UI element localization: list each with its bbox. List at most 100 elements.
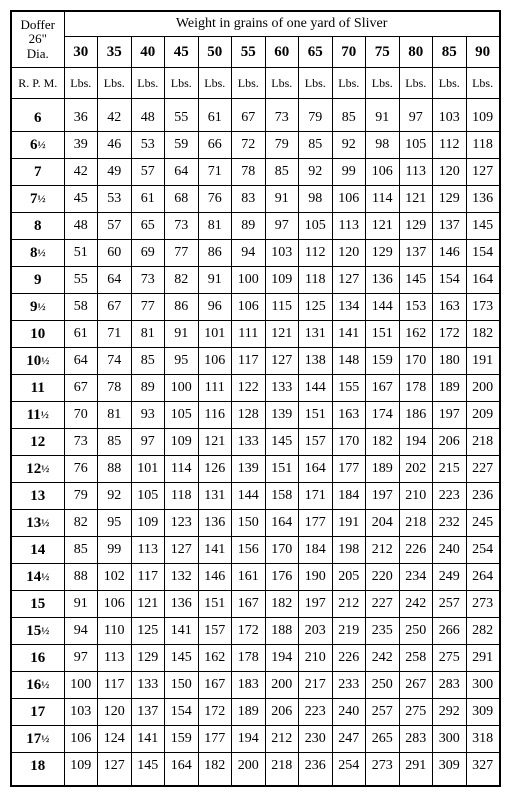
data-cell: 73 <box>265 99 299 132</box>
data-cell: 194 <box>232 726 266 753</box>
data-cell: 178 <box>232 645 266 672</box>
rpm-value: 14½ <box>11 564 64 591</box>
data-cell: 151 <box>299 402 333 429</box>
table-row: 1697113129145162178194210226242258275291 <box>11 645 500 672</box>
data-cell: 88 <box>64 564 98 591</box>
doffer-line-1: Doffer <box>21 17 55 32</box>
data-cell: 167 <box>232 591 266 618</box>
data-cell: 120 <box>332 240 366 267</box>
unit-cell: Lbs. <box>332 68 366 99</box>
data-cell: 123 <box>165 510 199 537</box>
data-cell: 235 <box>366 618 400 645</box>
rpm-value: 12 <box>11 429 64 456</box>
data-cell: 291 <box>466 645 500 672</box>
table-row: 6½39465359667279859298105112118 <box>11 132 500 159</box>
rpm-value: 11½ <box>11 402 64 429</box>
data-cell: 97 <box>131 429 165 456</box>
column-header: 90 <box>466 37 500 68</box>
data-cell: 184 <box>299 537 333 564</box>
data-cell: 100 <box>64 672 98 699</box>
data-cell: 98 <box>299 186 333 213</box>
column-header: 50 <box>198 37 232 68</box>
column-header: 45 <box>165 37 199 68</box>
data-cell: 197 <box>299 591 333 618</box>
data-cell: 247 <box>332 726 366 753</box>
data-cell: 51 <box>64 240 98 267</box>
data-cell: 113 <box>399 159 433 186</box>
table-row: 95564738291100109118127136145154164 <box>11 267 500 294</box>
unit-cell: Lbs. <box>366 68 400 99</box>
data-cell: 180 <box>433 348 467 375</box>
rpm-value: 16 <box>11 645 64 672</box>
data-cell: 49 <box>98 159 132 186</box>
column-header: 55 <box>232 37 266 68</box>
data-cell: 91 <box>198 267 232 294</box>
rpm-value: 7 <box>11 159 64 186</box>
data-cell: 134 <box>332 294 366 321</box>
table-row: 17½1061241411591771942122302472652833003… <box>11 726 500 753</box>
data-cell: 97 <box>265 213 299 240</box>
data-cell: 94 <box>232 240 266 267</box>
data-cell: 42 <box>64 159 98 186</box>
data-cell: 55 <box>64 267 98 294</box>
data-cell: 82 <box>64 510 98 537</box>
data-cell: 171 <box>299 483 333 510</box>
data-cell: 61 <box>131 186 165 213</box>
data-cell: 273 <box>466 591 500 618</box>
data-cell: 172 <box>198 699 232 726</box>
data-cell: 106 <box>198 348 232 375</box>
data-cell: 114 <box>366 186 400 213</box>
data-cell: 64 <box>98 267 132 294</box>
data-cell: 120 <box>433 159 467 186</box>
column-header: 40 <box>131 37 165 68</box>
column-header: 60 <box>265 37 299 68</box>
data-cell: 117 <box>232 348 266 375</box>
data-cell: 92 <box>98 483 132 510</box>
table-row: 14½8810211713214616117619020522023424926… <box>11 564 500 591</box>
data-cell: 64 <box>165 159 199 186</box>
data-cell: 127 <box>165 537 199 564</box>
data-cell: 64 <box>64 348 98 375</box>
rpm-value: 12½ <box>11 456 64 483</box>
data-cell: 146 <box>433 240 467 267</box>
data-cell: 127 <box>332 267 366 294</box>
table-row: 9½5867778696106115125134144153163173 <box>11 294 500 321</box>
data-cell: 170 <box>332 429 366 456</box>
data-cell: 106 <box>366 159 400 186</box>
data-cell: 155 <box>332 375 366 402</box>
data-cell: 232 <box>433 510 467 537</box>
data-cell: 97 <box>64 645 98 672</box>
data-cell: 318 <box>466 726 500 753</box>
table-row: 16½1001171331501671832002172332502672833… <box>11 672 500 699</box>
data-cell: 113 <box>98 645 132 672</box>
rpm-value: 15 <box>11 591 64 618</box>
data-cell: 164 <box>299 456 333 483</box>
data-cell: 73 <box>64 429 98 456</box>
data-cell: 61 <box>64 321 98 348</box>
table-row: 10½64748595106117127138148159170180191 <box>11 348 500 375</box>
data-cell: 85 <box>265 159 299 186</box>
data-cell: 144 <box>299 375 333 402</box>
data-cell: 300 <box>433 726 467 753</box>
table-row: 12½7688101114126139151164177189202215227 <box>11 456 500 483</box>
data-cell: 77 <box>165 240 199 267</box>
data-cell: 230 <box>299 726 333 753</box>
data-cell: 141 <box>198 537 232 564</box>
data-cell: 144 <box>232 483 266 510</box>
data-cell: 200 <box>265 672 299 699</box>
data-cell: 112 <box>433 132 467 159</box>
data-cell: 182 <box>466 321 500 348</box>
data-cell: 210 <box>399 483 433 510</box>
data-cell: 240 <box>332 699 366 726</box>
column-header: 70 <box>332 37 366 68</box>
rpm-value: 13½ <box>11 510 64 537</box>
data-cell: 176 <box>265 564 299 591</box>
data-cell: 113 <box>332 213 366 240</box>
data-cell: 245 <box>466 510 500 537</box>
data-cell: 226 <box>399 537 433 564</box>
data-cell: 109 <box>265 267 299 294</box>
data-cell: 204 <box>366 510 400 537</box>
data-cell: 85 <box>131 348 165 375</box>
unit-cell: Lbs. <box>165 68 199 99</box>
data-cell: 96 <box>198 294 232 321</box>
